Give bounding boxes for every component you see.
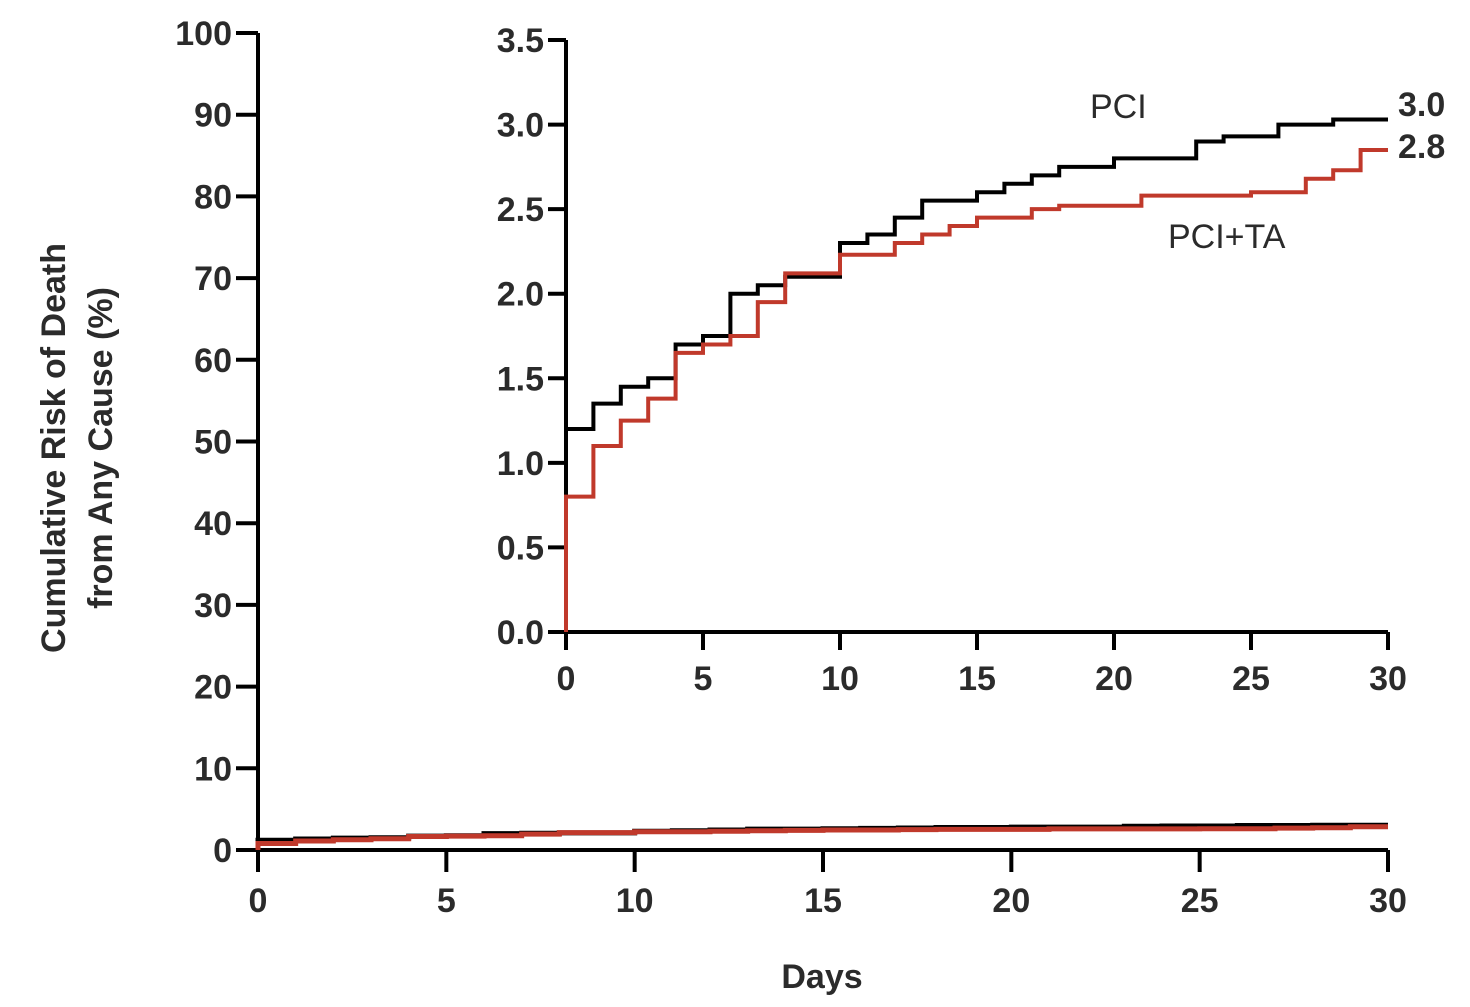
inset-y-tick-label: 3.5 [497, 22, 544, 60]
main-x-tick-label: 25 [1181, 882, 1219, 920]
inset-pci-line [564, 117, 1388, 632]
inset-y-tick-label: 1.0 [497, 445, 544, 483]
inset-x-tick-label: 15 [958, 660, 996, 698]
inset-plot: 0.0 0.5 1.0 1.5 2.0 2.5 3.0 3.5 0 5 10 15 20 25 30 3.0 P… [497, 22, 1446, 698]
main-y-tick-label: 20 [194, 669, 232, 707]
inset-y-tick-label: 0.5 [497, 529, 544, 567]
inset-x-tick-label: 25 [1232, 660, 1270, 698]
main-x-tick-label: 5 [437, 882, 456, 920]
main-x-tick-label: 30 [1369, 882, 1407, 920]
inset-pci-ta-end-label: 2.8 [1398, 128, 1445, 166]
inset-x-tick-label: 0 [557, 660, 576, 698]
inset-x-tick-label: 5 [694, 660, 713, 698]
main-x-tick-label: 0 [249, 882, 268, 920]
inset-x-tick-label: 30 [1369, 660, 1407, 698]
main-y-tick-label: 30 [194, 587, 232, 625]
inset-y-tick-label: 3.0 [497, 107, 544, 145]
main-y-tick-label: 50 [194, 424, 232, 462]
main-y-tick-label: 40 [194, 505, 232, 543]
inset-pci-ta-line [564, 147, 1388, 632]
inset-y-tick-label: 2.5 [497, 191, 544, 229]
main-y-tick-label: 70 [194, 260, 232, 298]
main-y-tick-label: 90 [194, 97, 232, 135]
y-axis-title-line-1: Cumulative Risk of Death [35, 243, 73, 653]
main-y-tick-label: 100 [175, 15, 232, 53]
inset-y-tick-label: 0.0 [497, 614, 544, 652]
inset-pci-series-label: PCI [1090, 88, 1147, 126]
main-x-tick-label: 20 [992, 882, 1030, 920]
inset-pci-end-label: 3.0 [1398, 86, 1445, 124]
main-y-tick-label: 80 [194, 178, 232, 216]
y-axis-title-line-2: from Any Cause (%) [82, 287, 120, 609]
main-x-tick-label: 15 [804, 882, 842, 920]
y-axis-title: Cumulative Risk of Death from Any Cause … [35, 243, 120, 653]
inset-y-tick-label: 2.0 [497, 276, 544, 314]
main-series-1-line [255, 824, 1388, 850]
inset-pci-ta-series-label: PCI+TA [1168, 218, 1286, 256]
inset-x-tick-label: 10 [821, 660, 859, 698]
x-axis-title: Days [781, 958, 862, 996]
main-y-tick-label: 0 [213, 832, 232, 870]
inset-y-tick-label: 1.5 [497, 360, 544, 398]
main-y-tick-label: 60 [194, 342, 232, 380]
main-x-tick-label: 10 [616, 882, 654, 920]
main-y-tick-label: 10 [194, 750, 232, 788]
inset-x-tick-label: 20 [1095, 660, 1133, 698]
